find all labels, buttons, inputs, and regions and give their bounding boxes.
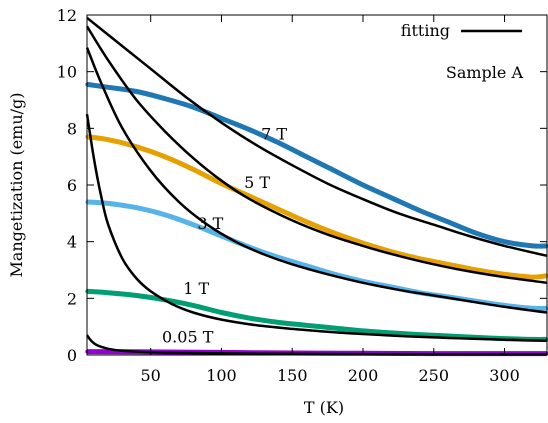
data-point-7t: [276, 141, 280, 144]
data-point-1t: [361, 329, 365, 333]
data-point-7t: [135, 90, 139, 93]
fit-curve-7t: [86, 16, 548, 258]
x-tick-label: 300: [489, 366, 520, 385]
x-tick-label: 50: [141, 366, 161, 385]
data-point-1t: [333, 326, 337, 330]
data-point-1t: [248, 316, 252, 320]
data-point-5t: [276, 207, 280, 211]
data-point-3t: [163, 213, 167, 217]
data-series-5t: [86, 134, 548, 280]
data-point-5t: [474, 268, 478, 272]
data-point-3t: [361, 279, 365, 283]
data-point-3t: [276, 255, 280, 259]
y-tick-label: 6: [67, 176, 77, 195]
data-point-1t: [191, 303, 195, 307]
data-point-7t: [219, 116, 223, 120]
series-label: 3 T: [197, 214, 223, 233]
legend-fitting-label: fitting: [401, 21, 450, 40]
data-point-1t: [219, 311, 223, 314]
data-point-3t: [106, 201, 110, 205]
data-series-3t: [86, 199, 548, 311]
data-point-5t: [361, 241, 365, 245]
ticks-layer: 50 100 150 200 250 300 0 2 4 6 8 10 12: [57, 6, 547, 385]
y-tick-label: 4: [67, 233, 77, 252]
data-point-5t: [219, 182, 223, 186]
y-tick-label: 2: [67, 289, 77, 308]
x-axis-label: T (K): [304, 398, 344, 417]
data-point-1t: [106, 291, 110, 295]
data-series-1t: [86, 288, 548, 342]
data-layer: [85, 81, 548, 357]
fit-curve-3t: [85, 47, 548, 314]
data-point-3t: [191, 223, 195, 227]
series-label: 7 T: [261, 125, 287, 144]
fit-curve-1t: [85, 114, 548, 343]
data-point-5t: [248, 194, 252, 198]
data-series-7t: [86, 81, 548, 249]
data-point-1t: [474, 335, 478, 339]
data-point-5t: [304, 220, 308, 224]
data-point-7t: [163, 97, 167, 101]
data-point-1t: [304, 323, 308, 327]
series-label: 5 T: [244, 173, 270, 192]
data-point-7t: [304, 155, 308, 159]
series-label: 1 T: [183, 279, 209, 298]
data-point-7t: [248, 128, 252, 132]
data-point-7t: [106, 85, 110, 89]
y-tick-label: 10: [57, 63, 77, 82]
data-point-3t: [135, 206, 139, 210]
y-tick-label: 12: [57, 6, 77, 25]
data-point-7t: [361, 183, 365, 187]
data-point-7t: [446, 220, 450, 224]
data-point-5t: [446, 262, 450, 266]
data-point-7t: [474, 231, 478, 235]
series-label: 0.05 T: [162, 327, 214, 346]
data-point-5t: [191, 167, 195, 171]
data-point-5t: [418, 257, 422, 261]
data-point-3t: [333, 272, 337, 276]
data-point-1t: [276, 320, 280, 324]
x-tick-label: 250: [418, 366, 449, 385]
data-point-7t: [191, 105, 195, 109]
data-point-7t: [333, 169, 337, 173]
data-point-5t: [503, 272, 507, 276]
data-point-3t: [304, 264, 308, 268]
data-point-1t: [446, 334, 450, 338]
data-point-7t: [418, 209, 422, 212]
data-point-5t: [135, 145, 139, 149]
series-labels: 7 T 5 T 3 T 1 T 0.05 T: [162, 125, 287, 347]
data-point-3t: [503, 303, 507, 307]
data-point-5t: [106, 138, 110, 142]
x-tick-label: 200: [348, 366, 379, 385]
data-point-1t: [418, 333, 422, 337]
data-point-3t: [531, 306, 535, 310]
x-tick-label: 150: [277, 366, 308, 385]
data-point-1t: [389, 331, 393, 335]
data-point-7t: [389, 196, 393, 200]
data-point-5t: [163, 155, 167, 159]
y-tick-label: 8: [67, 119, 77, 138]
x-tick-label: 100: [206, 366, 237, 385]
data-point-7t: [531, 244, 535, 248]
data-point-7t: [503, 240, 507, 244]
y-axis-label: Mangetization (emu/g): [7, 92, 26, 277]
sample-annotation: Sample A: [446, 63, 524, 82]
legend: fitting: [401, 21, 522, 40]
data-point-3t: [219, 234, 223, 238]
data-point-3t: [389, 285, 393, 289]
data-point-5t: [389, 250, 393, 254]
data-point-1t: [135, 294, 139, 297]
fit-curve-5t: [85, 25, 548, 285]
y-tick-label: 0: [67, 346, 77, 365]
data-point-5t: [531, 275, 535, 279]
data-point-5t: [333, 231, 337, 235]
